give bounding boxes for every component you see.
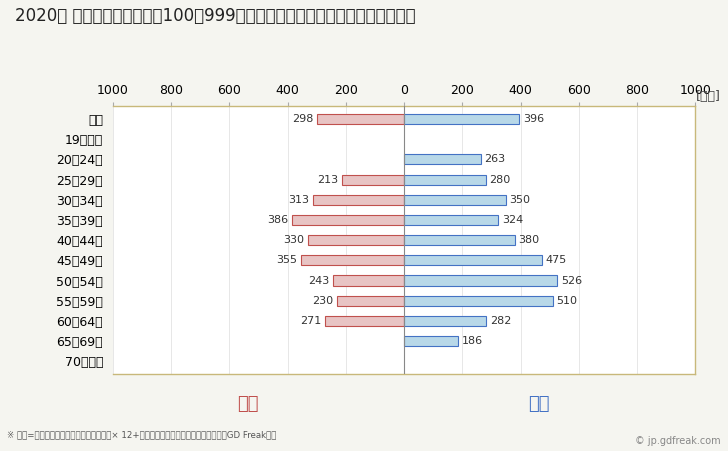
Text: 男性: 男性 (528, 395, 550, 413)
Bar (404, 215, 499, 225)
Text: 355: 355 (276, 255, 297, 265)
Text: 475: 475 (546, 255, 567, 265)
Text: 396: 396 (523, 114, 544, 124)
Text: © jp.gdfreak.com: © jp.gdfreak.com (635, 437, 721, 446)
Bar (404, 255, 542, 265)
Bar (404, 154, 480, 165)
Text: 280: 280 (489, 175, 510, 184)
Bar (404, 175, 486, 184)
Text: 380: 380 (518, 235, 539, 245)
Bar (292, 215, 404, 225)
Text: [万円]: [万円] (696, 90, 721, 103)
Text: 243: 243 (309, 276, 330, 285)
Bar (325, 316, 404, 326)
Text: 510: 510 (556, 296, 577, 306)
Text: 女性: 女性 (237, 395, 258, 413)
Text: 330: 330 (283, 235, 304, 245)
Text: 230: 230 (312, 296, 333, 306)
Text: 186: 186 (462, 336, 483, 346)
Text: 526: 526 (561, 276, 582, 285)
Text: 324: 324 (502, 215, 523, 225)
Text: 313: 313 (288, 195, 309, 205)
Text: 213: 213 (317, 175, 339, 184)
Text: 271: 271 (301, 316, 322, 326)
Bar (308, 235, 404, 245)
Bar (404, 195, 506, 205)
Bar (317, 114, 404, 124)
Bar (404, 316, 486, 326)
Text: 386: 386 (267, 215, 288, 225)
Bar (404, 296, 553, 306)
Text: ※ 年収=「きまって支給する現金給与額」× 12+「年間賞与その他特別給与額」としてGD Freak推計: ※ 年収=「きまって支給する現金給与額」× 12+「年間賞与その他特別給与額」と… (7, 431, 277, 440)
Text: 298: 298 (293, 114, 314, 124)
Bar (404, 336, 458, 346)
Text: 2020年 民間企業（従業者数100〜999人）フルタイム労働者の男女別平均年収: 2020年 民間企業（従業者数100〜999人）フルタイム労働者の男女別平均年収 (15, 7, 415, 25)
Bar (404, 235, 515, 245)
Bar (342, 175, 404, 184)
Bar (333, 276, 404, 285)
Bar (404, 114, 519, 124)
Bar (404, 276, 557, 285)
Text: 282: 282 (490, 316, 511, 326)
Bar (337, 296, 404, 306)
Text: 350: 350 (510, 195, 531, 205)
Bar (301, 255, 404, 265)
Bar (313, 195, 404, 205)
Text: 263: 263 (484, 154, 505, 165)
